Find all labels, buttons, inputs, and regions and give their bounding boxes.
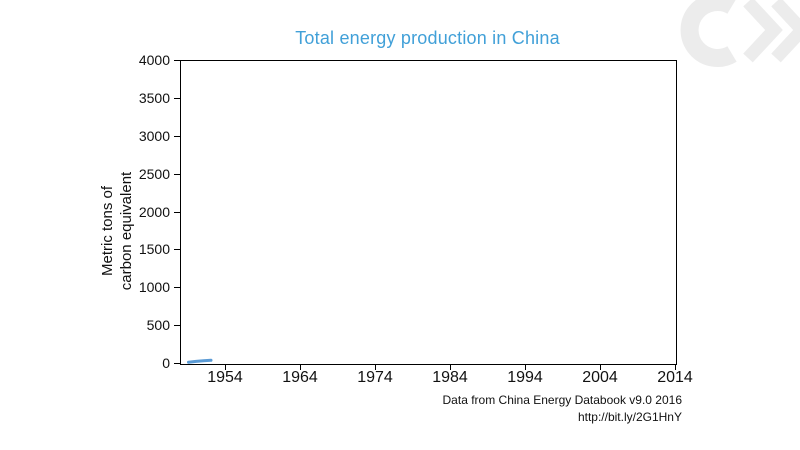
y-tick-label: 0 xyxy=(162,355,170,371)
energy-line xyxy=(187,358,213,364)
x-tick-label: 1994 xyxy=(507,369,543,386)
y-tick-mark xyxy=(174,325,180,327)
chart-title: Total energy production in China xyxy=(295,28,560,48)
y-tick-label: 4000 xyxy=(138,52,170,68)
x-tick-mark xyxy=(300,364,301,370)
y-tick-label: 2500 xyxy=(138,165,170,182)
y-tick-mark xyxy=(174,249,180,251)
plot-area xyxy=(180,60,677,365)
attribution: Data from China Energy Databook v9.0 201… xyxy=(443,392,682,426)
x-tick-label: 2004 xyxy=(582,369,618,386)
attribution-source: Data from China Energy Databook v9.0 201… xyxy=(442,393,682,407)
x-tick-label: 1964 xyxy=(282,369,318,386)
chevrons-logo-icon xyxy=(680,0,800,67)
y-axis-label: Metric tons of carbon equivalent xyxy=(98,121,136,341)
y-tick-label: 2000 xyxy=(138,203,170,220)
y-tick-label: 1500 xyxy=(138,241,170,258)
y-tick-label: 3000 xyxy=(138,127,170,144)
y-tick-label: 500 xyxy=(146,317,170,334)
x-tick-mark xyxy=(525,364,526,370)
y-tick-mark xyxy=(174,97,180,99)
y-tick-mark xyxy=(174,135,180,137)
x-tick-mark xyxy=(375,364,376,370)
y-axis-label-line2: carbon equivalent xyxy=(118,171,135,291)
y-tick-mark xyxy=(174,211,180,213)
y-tick-mark xyxy=(174,60,180,61)
y-tick-mark xyxy=(174,363,180,364)
y-tick-mark xyxy=(174,287,180,289)
x-tick-label: 1984 xyxy=(432,369,468,386)
x-tick-mark xyxy=(225,364,226,370)
y-tick-label: 1000 xyxy=(138,279,170,296)
x-tick-label: 2014 xyxy=(657,369,693,386)
x-tick-mark xyxy=(450,364,451,370)
x-tick-mark xyxy=(600,364,601,370)
energy-line-series xyxy=(187,358,213,364)
x-tick-mark xyxy=(675,364,676,370)
y-tick-mark xyxy=(174,173,180,175)
y-tick-label: 3500 xyxy=(138,89,170,106)
attribution-url: http://bit.ly/2G1HnY xyxy=(577,410,682,424)
x-tick-label: 1974 xyxy=(357,369,393,386)
y-axis-label-line1: Metric tons of xyxy=(99,185,116,277)
x-tick-label: 1954 xyxy=(207,369,243,386)
